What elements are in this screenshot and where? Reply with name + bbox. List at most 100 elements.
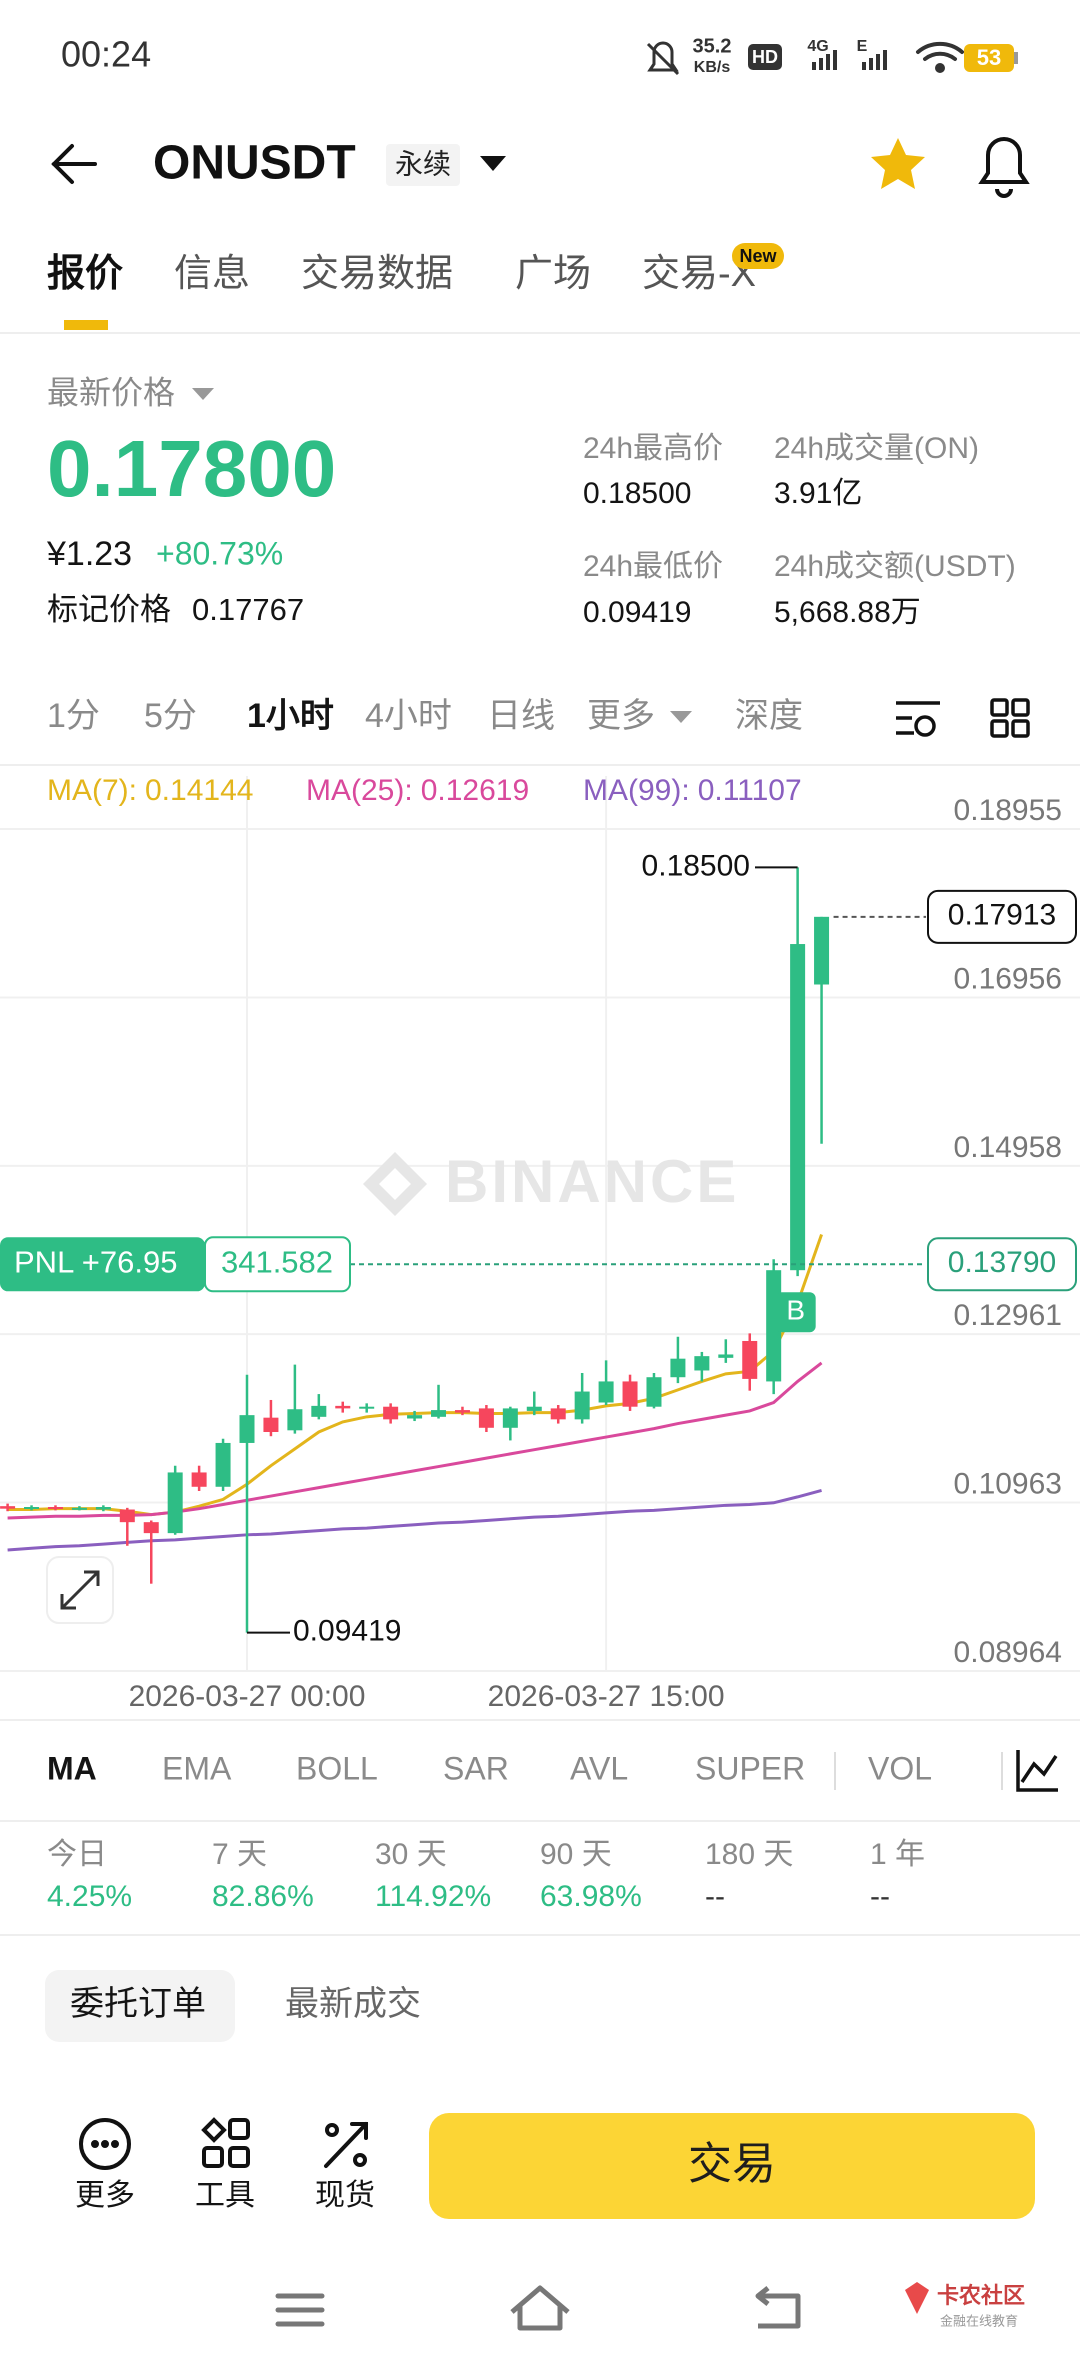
candle-body: [47, 1507, 63, 1510]
candle-body: [24, 1507, 40, 1510]
candle-body: [191, 1472, 207, 1487]
period-label: 180 天: [705, 1838, 793, 1871]
indicator[interactable]: VOL: [868, 1750, 932, 1786]
battery-level: 53: [977, 45, 1001, 70]
y-tick-label: 0.10963: [954, 1467, 1062, 1500]
ma-line: [7, 1488, 822, 1552]
ma-legend-name: MA(99):: [583, 774, 690, 807]
candle-body: [383, 1406, 399, 1420]
layout-icon[interactable]: [990, 698, 1030, 738]
more-caret: [670, 711, 692, 723]
hd-badge: [748, 44, 782, 70]
candle-body: [550, 1408, 566, 1420]
order-tab-active[interactable]: 委托订单: [70, 1985, 206, 2023]
interval[interactable]: 1分: [47, 697, 100, 735]
price-label: 最新价格: [47, 374, 175, 410]
period-label: 7 天: [212, 1838, 267, 1871]
stat-label: 24h最高价: [583, 432, 723, 465]
ma-legend-name: MA(25):: [306, 774, 413, 807]
tab[interactable]: 广场: [515, 253, 591, 295]
depth[interactable]: 深度: [735, 697, 803, 735]
entry-box: [927, 1237, 1077, 1292]
interval[interactable]: 5分: [144, 697, 197, 735]
ma-line: [7, 1361, 823, 1520]
nav-menu[interactable]: [275, 2293, 325, 2327]
wifi-icon: [916, 41, 964, 73]
candle-body: [431, 1410, 447, 1417]
period-value: --: [870, 1880, 890, 1913]
notify-off-icon: [646, 41, 680, 76]
tab-active[interactable]: 报价: [47, 253, 123, 295]
period-label: 90 天: [540, 1838, 612, 1871]
stat-value: 0.09419: [583, 596, 691, 629]
more-icon[interactable]: [79, 2118, 131, 2170]
nav-home[interactable]: [510, 2285, 570, 2331]
more-label[interactable]: 更多: [75, 2179, 135, 2212]
order-tab-bg: [45, 1970, 235, 2042]
tools-label[interactable]: 工具: [195, 2179, 255, 2212]
indicator[interactable]: EMA: [162, 1750, 232, 1786]
hd-text: HD: [752, 47, 778, 67]
tools-icon[interactable]: [201, 2117, 250, 2168]
price-caret[interactable]: [192, 388, 214, 400]
battery: [964, 44, 1014, 72]
stat-value: 5,668.88万: [774, 596, 921, 629]
indicator[interactable]: BOLL: [296, 1750, 378, 1786]
nav-back[interactable]: [755, 2286, 801, 2329]
candle-body: [670, 1358, 686, 1378]
status-time: 00:24: [61, 34, 151, 75]
tab-underline: [64, 320, 108, 330]
battery-tip: [1014, 52, 1018, 64]
favorite-star[interactable]: [871, 138, 925, 189]
ma-legend: MA(7): 0.14144: [47, 774, 253, 807]
ma-legend-value: 0.14144: [145, 774, 253, 807]
pnl-box[interactable]: [0, 1237, 205, 1292]
candle-body: [574, 1391, 590, 1420]
mark-price: 0.17767: [192, 592, 304, 627]
order-tab[interactable]: 最新成交: [285, 1985, 421, 2023]
trade-label[interactable]: 交易: [688, 2140, 776, 2189]
candle-body: [239, 1415, 255, 1443]
x-tick-label: 2026-03-27 00:00: [129, 1680, 366, 1713]
indicator[interactable]: SUPER: [695, 1750, 805, 1786]
symbol-caret[interactable]: [480, 156, 506, 171]
interval[interactable]: 4小时: [365, 697, 452, 735]
candle-body: [694, 1356, 710, 1371]
candle-body: [814, 916, 830, 985]
ma-legend-name: MA(7):: [47, 774, 137, 807]
high-label: 0.18500: [642, 849, 750, 882]
interval[interactable]: 日线: [487, 697, 555, 735]
price-change: +80.73%: [156, 535, 283, 571]
symbol[interactable]: ONUSDT: [153, 137, 356, 190]
indicator[interactable]: AVL: [570, 1750, 628, 1786]
spot-icon[interactable]: [324, 2122, 368, 2168]
spot-label[interactable]: 现货: [315, 2179, 375, 2212]
new-badge: New: [739, 246, 777, 266]
y-tick-label: 0.12961: [954, 1299, 1062, 1332]
stat-label: 24h成交额(USDT): [774, 550, 1016, 583]
x-tick-label: 2026-03-27 15:00: [488, 1680, 725, 1713]
last-price-label: 0.17913: [948, 899, 1056, 932]
candle-body: [622, 1381, 638, 1407]
candle-body: [215, 1442, 231, 1487]
back-button[interactable]: [51, 144, 97, 184]
candle-body: [646, 1377, 662, 1407]
indicator-chart-icon[interactable]: [1016, 1750, 1058, 1792]
cny-price: ¥1.23: [46, 535, 132, 573]
tab[interactable]: 交易数据: [301, 253, 453, 295]
interval-active[interactable]: 1小时: [247, 697, 334, 735]
indicator-active[interactable]: MA: [47, 1750, 97, 1786]
trade-button[interactable]: [429, 2113, 1035, 2219]
bell-icon[interactable]: [978, 137, 1030, 198]
candle-body: [359, 1406, 375, 1409]
period-label: 今日: [47, 1838, 107, 1871]
pnl-label: PNL +76.95: [14, 1244, 177, 1279]
interval-more[interactable]: 更多: [587, 697, 655, 735]
indicator[interactable]: SAR: [443, 1750, 509, 1786]
tab[interactable]: 信息: [174, 253, 250, 295]
y-tick-label: 0.14958: [954, 1131, 1062, 1164]
chart-settings-icon[interactable]: [896, 701, 940, 737]
candle-body: [526, 1406, 542, 1411]
corner-logo-name: 卡农社区: [937, 2283, 1025, 2308]
